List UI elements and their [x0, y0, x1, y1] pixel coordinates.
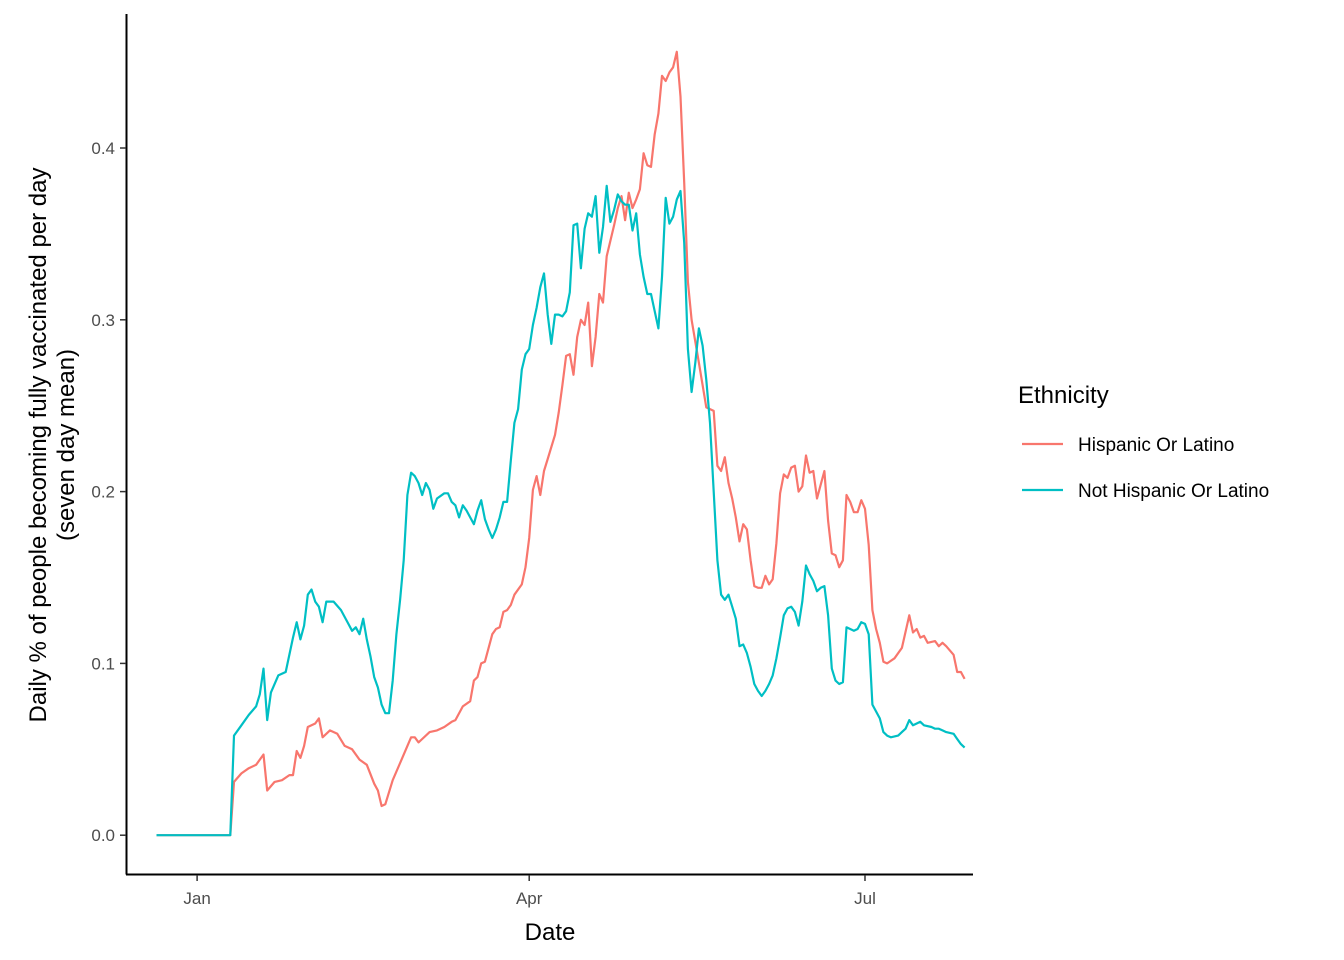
plot-panel: [156, 50, 966, 837]
x-tick-label: Apr: [516, 889, 543, 908]
y-tick-label: 0.2: [91, 483, 115, 502]
y-axis-ticks: 0.0 0.1 0.2 0.3 0.4: [91, 139, 126, 845]
y-axis-title-line-2: (seven day mean): [53, 349, 80, 541]
y-tick-label: 0.0: [91, 826, 115, 845]
series-line-hispanic-or-latino: [156, 50, 966, 837]
y-tick-label: 0.1: [91, 654, 115, 673]
x-axis-ticks: Jan Apr Jul: [183, 875, 876, 908]
y-axis-title-line-1: Daily % of people becoming fully vaccina…: [25, 168, 52, 723]
y-tick-label: 0.4: [91, 139, 115, 158]
legend-label-not-hispanic-or-latino: Not Hispanic Or Latino: [1078, 481, 1269, 502]
x-axis-title: Date: [525, 919, 576, 946]
x-tick-label: Jul: [854, 889, 876, 908]
legend: Ethnicity Hispanic Or Latino Not Hispani…: [1018, 382, 1269, 502]
y-axis-title: Daily % of people becoming fully vaccina…: [25, 168, 80, 723]
x-tick-label: Jan: [183, 889, 210, 908]
legend-label-hispanic-or-latino: Hispanic Or Latino: [1078, 435, 1234, 456]
series-line-not-hispanic-or-latino: [156, 184, 966, 837]
legend-title: Ethnicity: [1018, 382, 1109, 409]
series-layer: [156, 50, 966, 837]
y-tick-label: 0.3: [91, 311, 115, 330]
